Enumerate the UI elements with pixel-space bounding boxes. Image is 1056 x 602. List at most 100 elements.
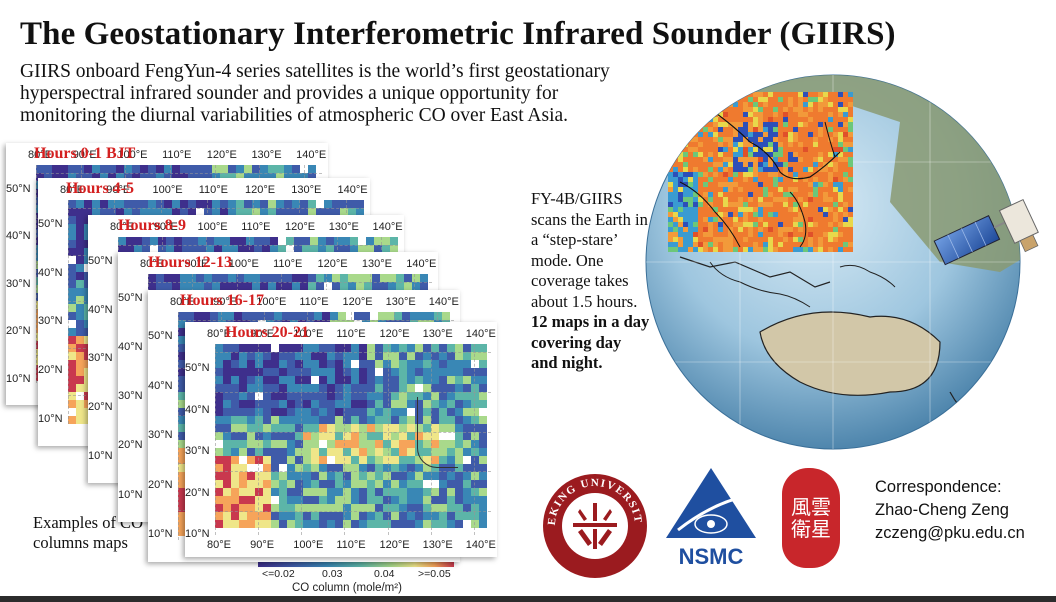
longitude-tick: 140°E: [429, 296, 459, 308]
gridline: [387, 344, 389, 535]
longitude-tick: 140°E: [466, 539, 496, 551]
longitude-tick: 100°E: [256, 296, 286, 308]
longitude-tick: 120°E: [285, 221, 315, 233]
latitude-tick: 20°N: [118, 439, 143, 451]
latitude-tick: 40°N: [6, 230, 31, 242]
longitude-tick: 100°E: [117, 149, 147, 161]
gridline: [178, 320, 454, 321]
intro-paragraph: GIIRS onboard FengYun-4 series satellite…: [20, 61, 660, 127]
longitude-tick: 110°E: [336, 328, 365, 340]
latitude-tick: 20°N: [185, 487, 210, 499]
latitude-tick: 20°N: [88, 401, 113, 413]
co-map-panel: 80°E 90°E 100°E 110°E 120°E 130°E 140°E 80°E 90°…: [185, 322, 497, 557]
colorbar-tick: >=0.05: [418, 568, 451, 580]
longitude-tick: 130°E: [423, 328, 453, 340]
latitude-tick: 40°N: [38, 267, 63, 279]
gridline: [215, 431, 491, 433]
longitude-tick: 120°E: [380, 328, 410, 340]
intro-line: hyperspectral infrared sounder and provi…: [20, 83, 660, 105]
latitude-tick: 30°N: [88, 352, 113, 364]
gridline: [68, 200, 69, 424]
seal-text: 風雲衛星: [789, 496, 833, 540]
gridline: [215, 471, 491, 473]
colorbar-tick: 0.04: [374, 568, 394, 580]
longitude-tick: 140°E: [338, 184, 368, 196]
latitude-tick: 40°N: [185, 404, 210, 416]
gridline: [36, 173, 322, 174]
map-hour-label: Hours 8-9: [118, 217, 186, 235]
caption-line: columns maps: [33, 533, 143, 553]
longitude-tick: 90°E: [213, 296, 237, 308]
longitude-tick: 130°E: [362, 258, 392, 270]
latitude-tick: 10°N: [6, 373, 31, 385]
gridline: [118, 245, 398, 246]
intro-line: monitoring the diurnal variabilities of …: [20, 105, 660, 127]
gridline: [215, 511, 491, 513]
gridline: [215, 352, 491, 353]
gridline: [301, 344, 303, 535]
map-hour-label: Hours 0-1 BJT: [34, 145, 135, 163]
colorbar-label: CO column (mole/m²): [292, 582, 402, 594]
longitude-tick: 100°E: [229, 258, 259, 270]
nsmc-logo: NSMC: [666, 468, 756, 569]
longitude-tick: 120°E: [245, 184, 275, 196]
longitude-tick: 140°E: [296, 149, 326, 161]
longitude-tick: 80°E: [207, 539, 231, 551]
pku-year: 1898: [578, 543, 608, 557]
map-hour-label: Hours 4-5: [66, 180, 134, 198]
svg-text:1898: 1898: [578, 543, 611, 557]
latitude-tick: 50°N: [88, 255, 113, 267]
page-title: The Geostationary Interferometric Infrar…: [20, 16, 896, 53]
longitude-tick: 130°E: [291, 184, 321, 196]
latitude-tick: 30°N: [6, 278, 31, 290]
scan-description: FY-4B/GIIRS scans the Earth in a “step-s…: [531, 189, 651, 374]
latitude-tick: 50°N: [118, 292, 143, 304]
gridline: [258, 344, 260, 535]
longitude-tick: 110°E: [199, 184, 228, 196]
satellite-icon: [933, 198, 1039, 266]
longitude-tick: 110°E: [162, 149, 191, 161]
gridline: [178, 312, 179, 540]
map-hour-label: Hours 16-17: [180, 292, 264, 310]
latitude-tick: 50°N: [6, 183, 31, 195]
longitude-tick: 100°E: [293, 328, 323, 340]
latitude-tick: 20°N: [38, 364, 63, 376]
longitude-tick: 120°E: [318, 258, 348, 270]
longitude-tick: 80°E: [140, 258, 164, 270]
latitude-tick: 10°N: [148, 528, 173, 540]
longitude-tick: 100°E: [293, 539, 323, 551]
nsmc-text: NSMC: [679, 544, 744, 569]
gridline: [344, 344, 346, 535]
contact-email[interactable]: zczeng@pku.edu.cn: [875, 522, 1025, 545]
contact-heading: Correspondence:: [875, 476, 1025, 499]
longitude-tick: 80°E: [170, 296, 194, 308]
longitude-tick: 130°E: [386, 296, 416, 308]
examples-caption: Examples of CO columns maps: [33, 513, 143, 553]
gridline: [473, 344, 475, 535]
colorbar-tick: <=0.02: [262, 568, 295, 580]
latitude-tick: 10°N: [38, 413, 63, 425]
intro-line: GIIRS onboard FengYun-4 series satellite…: [20, 61, 660, 83]
latitude-tick: 50°N: [185, 362, 210, 374]
longitude-tick: 90°E: [73, 149, 97, 161]
scan-description-bold: 12 maps in a day covering day and night.: [531, 312, 649, 372]
map-hour-label: Hours 20-21: [225, 324, 309, 342]
gridline: [36, 165, 37, 383]
latitude-tick: 50°N: [148, 330, 173, 342]
longitude-tick: 90°E: [184, 258, 208, 270]
latitude-tick: 30°N: [185, 445, 210, 457]
longitude-tick: 90°E: [250, 328, 274, 340]
contact-block: Correspondence: Zhao-Cheng Zeng zczeng@p…: [875, 476, 1025, 545]
latitude-tick: 10°N: [118, 489, 143, 501]
bottom-bar: [0, 596, 1056, 602]
longitude-tick: 100°E: [153, 184, 183, 196]
gridline: [148, 282, 432, 283]
earth-globe-illustration: [645, 74, 1039, 450]
latitude-tick: 10°N: [185, 528, 210, 540]
longitude-tick: 80°E: [207, 328, 231, 340]
longitude-tick: 110°E: [336, 539, 365, 551]
longitude-tick: 140°E: [466, 328, 496, 340]
fengyun-seal-logo: 風雲衛星: [782, 468, 840, 568]
latitude-tick: 10°N: [88, 450, 113, 462]
longitude-tick: 90°E: [106, 184, 130, 196]
